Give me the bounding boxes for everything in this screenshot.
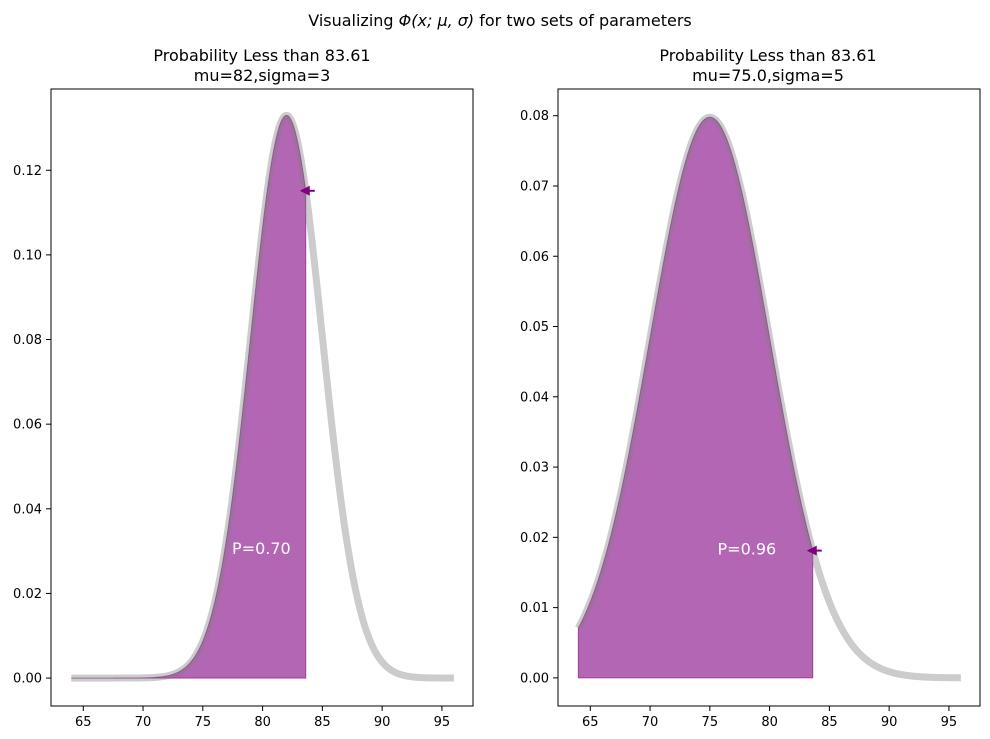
right-probability-label: P=0.96: [718, 539, 777, 558]
right-y-tick-label: 0.01: [520, 601, 549, 616]
right-chart-subtitle: mu=75.0,sigma=5: [692, 66, 844, 85]
right-chart-panel: Probability Less than 83.61 mu=75.0,sigm…: [520, 46, 981, 730]
right-y-tick-label: 0.06: [520, 250, 549, 265]
left-y-tick-label: 0.12: [13, 164, 42, 179]
left-x-tick-label: 95: [434, 715, 451, 730]
left-chart-title: Probability Less than 83.61: [153, 46, 370, 65]
figure-title-math: Φ(x; μ, σ): [399, 11, 475, 30]
figure-title: Visualizing Φ(x; μ, σ) for two sets of p…: [308, 11, 692, 30]
right-y-tick-label: 0.04: [520, 390, 549, 405]
right-y-tick-label: 0.03: [520, 461, 549, 476]
left-x-tick-label: 85: [314, 715, 331, 730]
right-threshold-arrow: [806, 545, 822, 556]
left-density-curve: [69, 111, 457, 682]
left-threshold-arrow: [299, 185, 315, 196]
right-y-tick-label: 0.05: [520, 320, 549, 335]
right-x-tick-label: 75: [702, 715, 719, 730]
left-y-tick-label: 0.00: [13, 672, 42, 687]
right-chart-title: Probability Less than 83.61: [659, 46, 876, 65]
right-y-tick-label: 0.08: [520, 109, 549, 124]
right-x-tick-label: 95: [941, 715, 958, 730]
left-x-tick-label: 75: [195, 715, 212, 730]
left-chart-panel: Probability Less than 83.61 mu=82,sigma=…: [13, 46, 474, 730]
left-x-tick-label: 65: [75, 715, 92, 730]
left-x-tick-label: 70: [135, 715, 152, 730]
left-y-tick-label: 0.02: [13, 587, 42, 602]
right-y-tick-label: 0.00: [520, 671, 549, 686]
right-probability-area: [577, 116, 814, 679]
left-y-tick-label: 0.10: [13, 248, 42, 263]
right-x-tick-label: 90: [881, 715, 898, 730]
left-x-tick-label: 90: [374, 715, 391, 730]
left-probability-area: [71, 114, 307, 679]
right-axes-frame: [557, 88, 981, 707]
left-y-tick-label: 0.08: [13, 333, 42, 348]
figure-title-suffix: for two sets of parameters: [474, 11, 692, 30]
right-x-tick-label: 80: [761, 715, 778, 730]
left-chart-subtitle: mu=82,sigma=3: [194, 66, 331, 85]
left-y-tick-label: 0.04: [13, 502, 42, 517]
right-x-tick-label: 65: [582, 715, 599, 730]
left-probability-label: P=0.70: [232, 539, 291, 558]
left-axes-frame: [50, 88, 474, 707]
right-density-curve: [575, 113, 964, 682]
left-x-tick-label: 80: [254, 715, 271, 730]
left-y-tick-label: 0.06: [13, 418, 42, 433]
right-x-tick-label: 85: [821, 715, 838, 730]
right-y-tick-label: 0.07: [520, 179, 549, 194]
figure-title-prefix: Visualizing: [308, 11, 398, 30]
right-y-tick-label: 0.02: [520, 531, 549, 546]
right-x-tick-label: 70: [642, 715, 659, 730]
